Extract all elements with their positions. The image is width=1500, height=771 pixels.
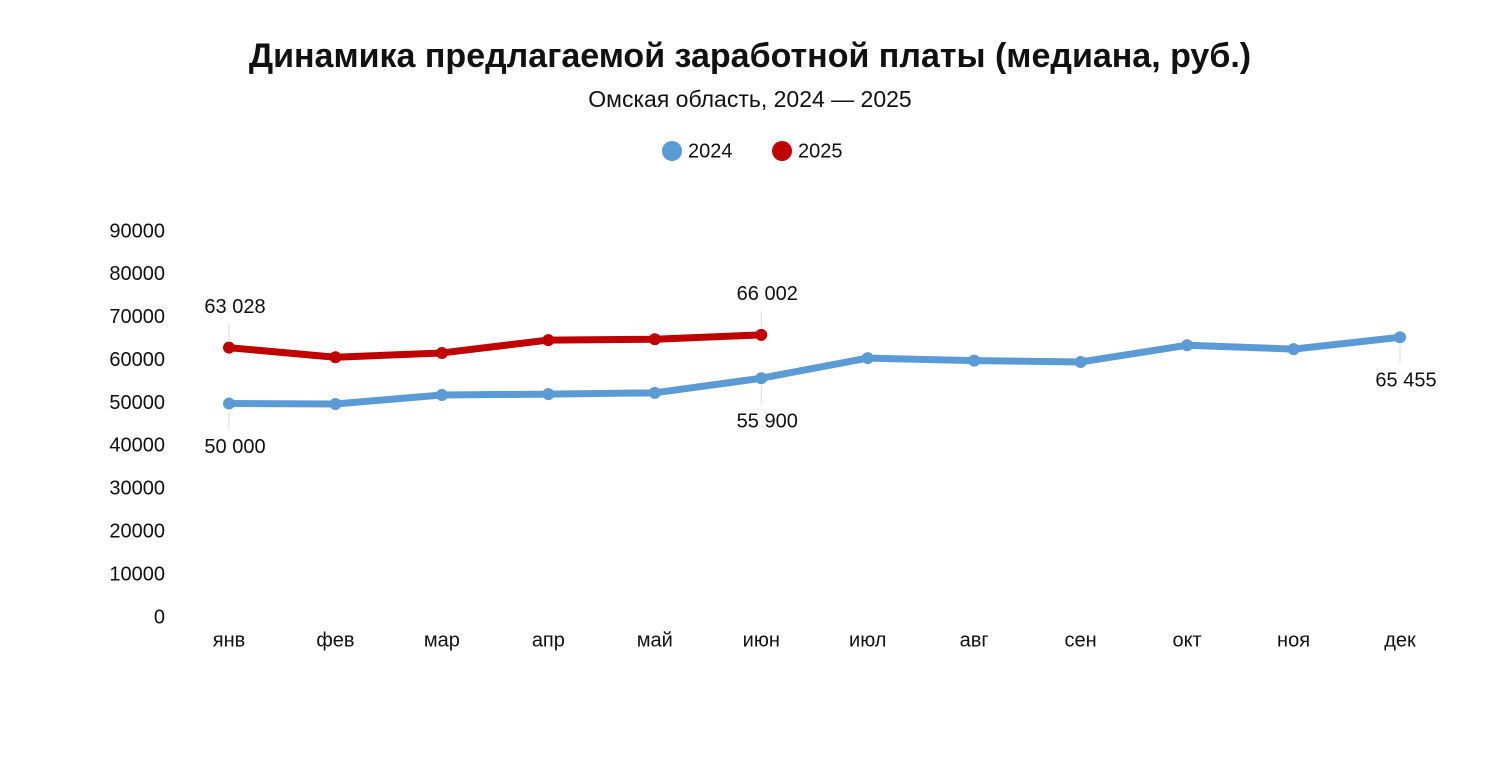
x-tick-label: окт	[1172, 629, 1201, 651]
x-tick-label: сен	[1065, 629, 1097, 651]
x-tick-label: апр	[532, 629, 565, 651]
data-point	[435, 388, 448, 401]
chart-subtitle: Омская область, 2024 — 2025	[588, 86, 911, 112]
x-tick-label: авг	[960, 629, 989, 651]
data-point	[648, 333, 661, 346]
y-tick-label: 90000	[109, 220, 165, 242]
data-point	[329, 397, 342, 410]
data-point	[1287, 343, 1300, 356]
data-label: 65 455	[1375, 370, 1436, 392]
x-tick-label: июл	[849, 629, 886, 651]
data-point	[542, 388, 555, 401]
x-tick-label: дек	[1384, 629, 1416, 651]
y-tick-label: 60000	[109, 349, 165, 371]
x-tick-label: май	[637, 629, 673, 651]
legend-label: 2025	[798, 140, 843, 162]
data-point	[755, 328, 768, 341]
data-point	[1394, 331, 1406, 344]
data-point	[223, 341, 235, 354]
y-tick-label: 40000	[109, 435, 165, 457]
data-label: 63 028	[204, 296, 265, 318]
y-tick-label: 30000	[109, 478, 165, 500]
x-tick-label: июн	[743, 629, 780, 651]
data-point	[968, 354, 981, 367]
y-tick-label: 50000	[109, 392, 165, 414]
data-point	[223, 397, 235, 410]
data-label: 66 002	[737, 283, 798, 305]
legend-marker	[772, 141, 792, 161]
data-point	[861, 352, 874, 365]
line-series	[225, 333, 1404, 408]
data-point	[1181, 339, 1194, 352]
y-tick-label: 70000	[109, 306, 165, 328]
data-point	[329, 351, 342, 364]
data-point	[1074, 355, 1087, 368]
data-label: 50 000	[204, 436, 265, 458]
data-point	[648, 386, 661, 399]
y-tick-label: 10000	[109, 563, 165, 585]
x-tick-label: фев	[316, 629, 354, 651]
data-point	[542, 334, 555, 347]
chart-title: Динамика предлагаемой заработной платы (…	[249, 37, 1251, 75]
y-tick-label: 20000	[109, 521, 165, 543]
x-tick-label: янв	[213, 629, 246, 651]
y-tick-label: 0	[154, 606, 165, 628]
data-point	[755, 372, 768, 385]
line-series	[225, 331, 765, 361]
data-point	[435, 346, 448, 359]
x-tick-label: ноя	[1277, 629, 1310, 651]
legend-marker	[662, 141, 682, 161]
x-tick-label: мар	[424, 629, 460, 651]
data-label: 55 900	[737, 411, 798, 433]
legend-label: 2024	[688, 140, 733, 162]
y-tick-label: 80000	[109, 263, 165, 285]
